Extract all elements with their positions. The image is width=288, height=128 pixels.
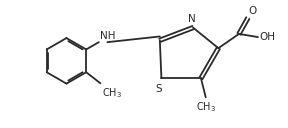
Text: S: S <box>156 84 162 94</box>
Text: OH: OH <box>259 32 275 42</box>
Text: NH: NH <box>101 31 116 41</box>
Text: O: O <box>249 6 257 16</box>
Text: N: N <box>187 14 195 24</box>
Text: CH$_3$: CH$_3$ <box>102 86 122 100</box>
Text: CH$_3$: CH$_3$ <box>196 100 216 114</box>
